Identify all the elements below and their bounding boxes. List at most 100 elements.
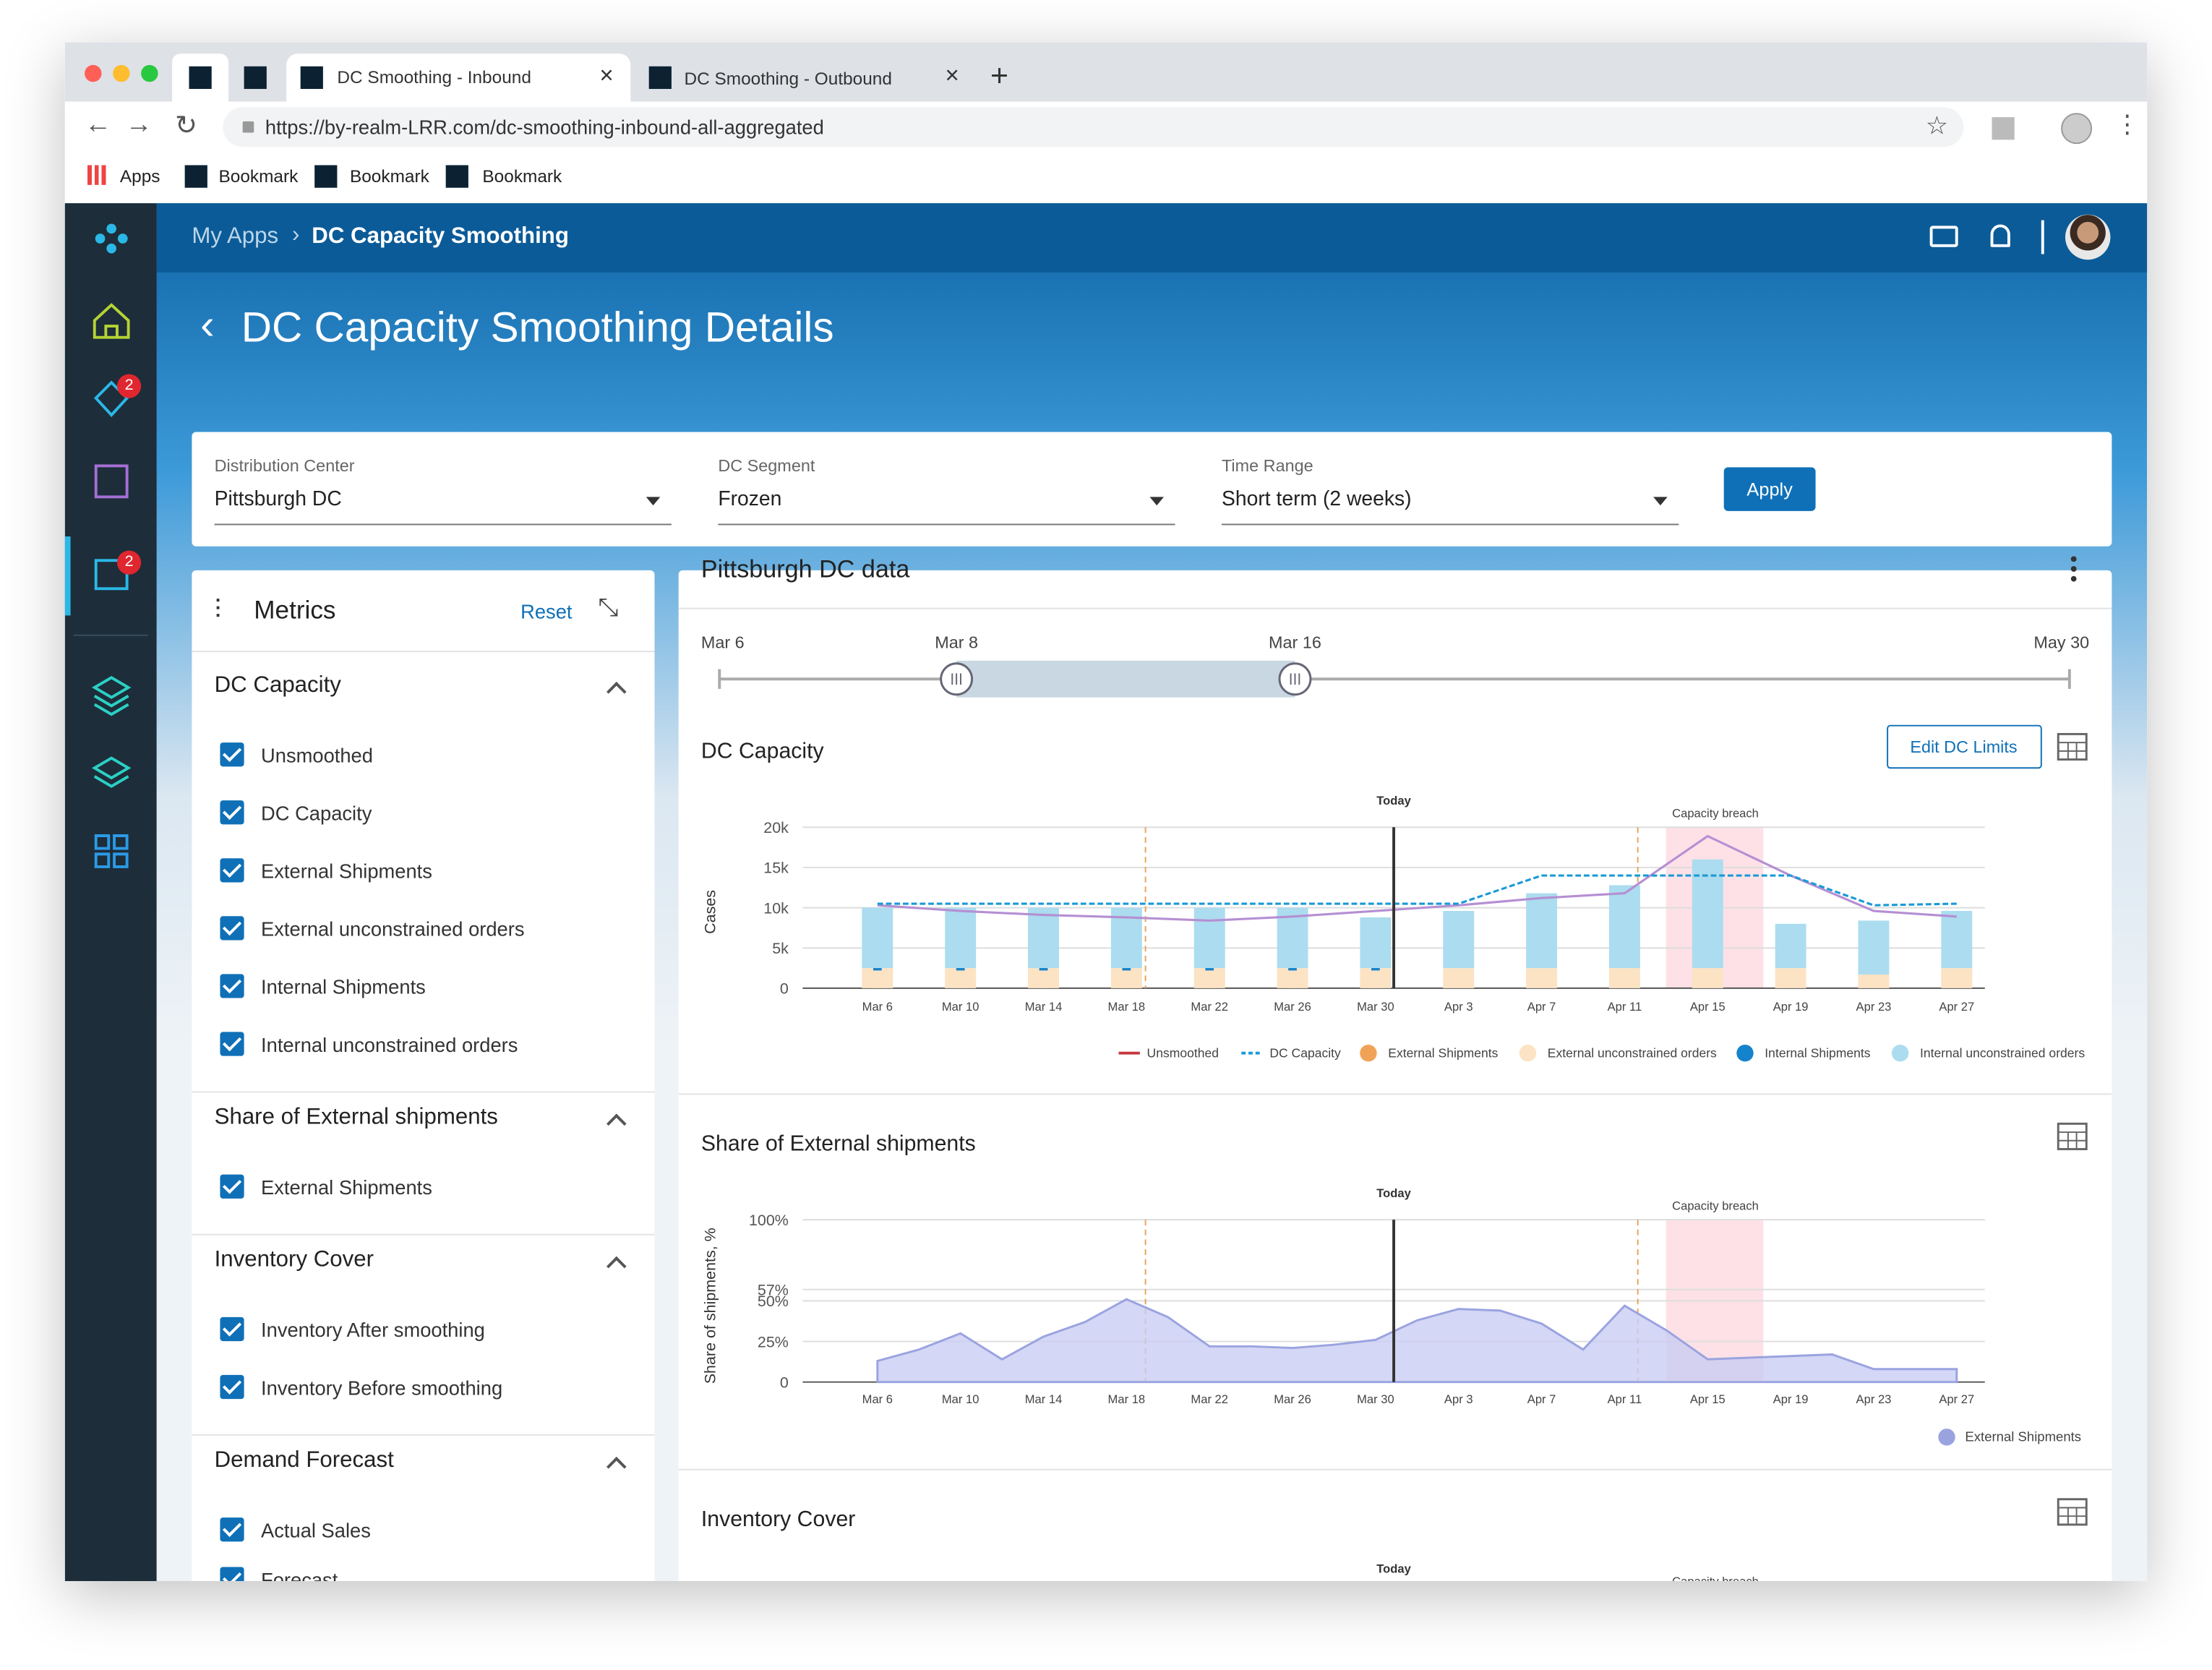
avatar[interactable] (2065, 214, 2111, 260)
breadcrumb[interactable]: My Apps (192, 224, 279, 249)
metric-option[interactable]: Inventory After smoothing (192, 1310, 654, 1353)
dropdown-arrow (1149, 497, 1164, 506)
inbox-icon[interactable] (94, 559, 129, 591)
dropdown[interactable]: Frozen (718, 483, 1175, 526)
metric-option[interactable]: External Shipments (192, 1168, 654, 1210)
extension[interactable] (1992, 117, 2015, 140)
tab-bar: DC Smoothing - Inbound × DC Smoothing - … (64, 42, 2148, 102)
dropdown[interactable]: Short term (2 weeks) (1221, 483, 1679, 526)
active-tab[interactable]: DC Smoothing - Inbound × (286, 53, 631, 102)
bookmark[interactable]: Apps (119, 166, 160, 187)
max-dot[interactable] (141, 64, 158, 82)
checkbox[interactable] (220, 800, 244, 825)
tab-title[interactable]: DC Smoothing - Outbound (684, 69, 892, 90)
checkbox[interactable] (220, 858, 244, 883)
star[interactable]: ☆ (1925, 111, 1949, 140)
profile[interactable] (2061, 113, 2093, 145)
checkbox[interactable] (220, 916, 244, 941)
x-tick-label: Apr 3 (1444, 1392, 1473, 1406)
bar-segment (1608, 968, 1640, 988)
checkbox[interactable] (220, 1374, 244, 1400)
metric-option[interactable]: External unconstrained orders (192, 909, 654, 952)
chart-icon[interactable] (94, 464, 129, 499)
bookmark[interactable]: Bookmark (482, 166, 562, 187)
reload[interactable]: ↻ (174, 111, 198, 142)
bar-segment (1277, 968, 1308, 988)
checkbox[interactable] (220, 974, 244, 998)
divider (192, 1434, 655, 1436)
metric-option[interactable]: DC Capacity (192, 793, 654, 836)
metric-option[interactable]: Unsmoothed (192, 735, 654, 778)
bookmark[interactable]: Bookmark (349, 166, 429, 187)
close-dot[interactable] (85, 64, 102, 82)
badge: 2 (116, 550, 142, 575)
url-bar[interactable]: https://by-realm-LRR.com/dc-smoothing-in… (223, 107, 1964, 147)
metric-option[interactable]: External Shipments (192, 851, 654, 894)
tab-close[interactable]: × (945, 61, 959, 90)
tab-close[interactable]: × (599, 61, 614, 90)
breach-label: Capacity breach (1672, 1199, 1759, 1212)
favicon (300, 66, 323, 90)
group-toggle[interactable] (606, 682, 627, 702)
edit-limits-button[interactable] (1887, 724, 2042, 769)
y-tick-label: 50% (758, 1293, 789, 1310)
group-title: Inventory Cover (214, 1248, 374, 1272)
bookmark[interactable]: Bookmark (218, 166, 299, 187)
breach-label: Capacity breach (1672, 807, 1759, 821)
bell-icon[interactable] (1990, 224, 2010, 247)
pinned-tab[interactable] (172, 53, 229, 102)
back-arrow[interactable]: ‹ (200, 301, 215, 349)
collapse-icon[interactable]: ⤡ (598, 593, 619, 622)
y-tick-label: 25% (758, 1333, 789, 1350)
x-tick-label: Apr 7 (1527, 1000, 1556, 1014)
range-start: Mar 6 (701, 633, 745, 651)
group-toggle[interactable] (606, 1256, 627, 1277)
metric-option[interactable]: Inventory Before smoothing (192, 1368, 654, 1410)
bar-segment (1858, 920, 1890, 975)
home-icon[interactable] (93, 303, 130, 339)
option-label: Inventory Before smoothing (261, 1376, 503, 1400)
apply-button[interactable]: Apply (1723, 467, 1816, 511)
checkbox[interactable] (220, 1517, 244, 1542)
pinned-tab[interactable] (244, 66, 267, 90)
table-view-icon[interactable] (2057, 1498, 2088, 1526)
checkbox[interactable] (220, 742, 244, 767)
reset-button[interactable]: Reset (520, 599, 573, 623)
legend-label: External Shipments (1965, 1429, 2081, 1444)
min-dot[interactable] (113, 64, 130, 82)
table-view-icon[interactable] (2057, 732, 2088, 761)
more-menu-dot (2070, 566, 2077, 572)
sidebar-icons (64, 223, 148, 868)
option-label: Inventory After smoothing (261, 1318, 485, 1342)
metric-option[interactable]: Actual Sales (192, 1510, 654, 1553)
active-indicator (64, 536, 71, 616)
option-label: Forecast (261, 1568, 338, 1582)
group-toggle[interactable] (606, 1113, 627, 1134)
metric-option[interactable]: Internal Shipments (192, 967, 654, 1010)
nav-icon[interactable] (94, 380, 129, 417)
checkbox[interactable] (220, 1174, 244, 1199)
menu[interactable]: ⋮ (2114, 110, 2140, 139)
group-toggle[interactable] (606, 1457, 627, 1477)
checkbox[interactable] (220, 1032, 244, 1056)
table-view-icon[interactable] (2057, 1122, 2088, 1150)
tab-title: DC Smoothing - Inbound (337, 67, 531, 88)
new-tab[interactable]: + (990, 58, 1009, 93)
back[interactable]: ← (85, 110, 112, 140)
range-handle-label: Mar 8 (935, 633, 978, 651)
metric-option[interactable]: Forecast (192, 1560, 654, 1582)
forward[interactable]: → (125, 110, 153, 140)
y-tick-label: 10k (763, 899, 789, 917)
layers-icon[interactable] (91, 756, 132, 788)
dropdown-arrow (1653, 497, 1668, 506)
checkbox[interactable] (220, 1567, 244, 1582)
apps-icon[interactable] (94, 834, 129, 868)
chart-title: Inventory Cover (701, 1507, 855, 1531)
checkbox[interactable] (220, 1316, 244, 1342)
dropdown[interactable]: Pittsburgh DC (214, 483, 672, 526)
layers-icon[interactable] (91, 676, 132, 716)
metric-option[interactable]: Internal unconstrained orders (192, 1025, 654, 1068)
today-label: Today (1376, 794, 1411, 808)
chat-icon[interactable] (1929, 226, 1958, 247)
bar-segment (1526, 968, 1558, 988)
